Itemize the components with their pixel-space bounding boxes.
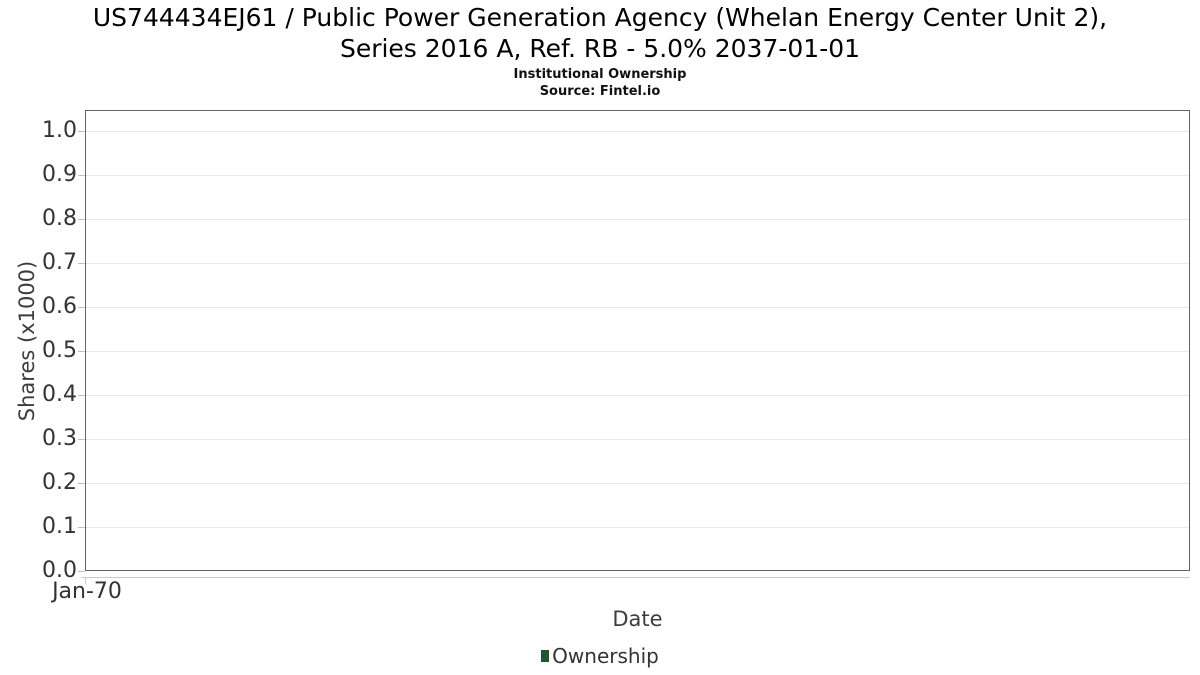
x-axis-line: [81, 577, 1190, 578]
gridline: [86, 131, 1189, 132]
legend: Ownership: [0, 644, 1200, 668]
y-tick-label: 0.1: [42, 514, 77, 539]
chart-subtitle: Institutional Ownership: [513, 67, 687, 82]
y-tick-label: 0.0: [42, 558, 77, 583]
y-tick-mark: [78, 307, 85, 308]
gridline: [86, 395, 1189, 396]
y-tick-label: 1.0: [42, 118, 77, 143]
y-tick-mark: [78, 527, 85, 528]
y-tick-mark: [78, 395, 85, 396]
legend-series-marker-icon: [541, 650, 550, 662]
y-tick-label: 0.3: [42, 426, 77, 451]
gridline: [86, 483, 1189, 484]
y-tick-label: 0.7: [42, 250, 77, 275]
chart-source-credit: Source: Fintel.io: [539, 84, 661, 99]
y-tick-label: 0.8: [42, 206, 77, 231]
y-tick-label: 0.4: [42, 382, 77, 407]
gridline: [86, 307, 1189, 308]
gridline: [86, 219, 1189, 220]
y-tick-mark: [78, 351, 85, 352]
gridline: [86, 175, 1189, 176]
y-tick-label: 0.5: [42, 338, 77, 363]
gridline: [86, 263, 1189, 264]
chart-title-line-1: US744434EJ61 / Public Power Generation A…: [92, 3, 1108, 32]
gridline: [86, 351, 1189, 352]
x-tick-label: Jan-70: [52, 579, 122, 604]
y-tick-mark: [78, 131, 85, 132]
x-tick-mark: [85, 577, 86, 584]
y-tick-mark: [78, 571, 85, 572]
plot-area: [85, 110, 1190, 571]
y-tick-mark: [78, 263, 85, 264]
y-tick-mark: [78, 439, 85, 440]
y-tick-mark: [78, 175, 85, 176]
y-tick-mark: [78, 483, 85, 484]
y-tick-mark: [78, 219, 85, 220]
x-axis-title: Date: [612, 607, 663, 631]
chart-title-line-2: Series 2016 A, Ref. RB - 5.0% 2037-01-01: [339, 34, 861, 63]
gridline: [86, 527, 1189, 528]
chart-title: US744434EJ61 / Public Power Generation A…: [0, 2, 1200, 64]
y-axis-title: Shares (x1000): [15, 260, 39, 422]
y-tick-label: 0.6: [42, 294, 77, 319]
gridline: [86, 439, 1189, 440]
y-tick-label: 0.9: [42, 162, 77, 187]
y-tick-label: 0.2: [42, 470, 77, 495]
legend-item-ownership[interactable]: Ownership: [541, 644, 659, 668]
legend-series-label: Ownership: [552, 644, 659, 668]
